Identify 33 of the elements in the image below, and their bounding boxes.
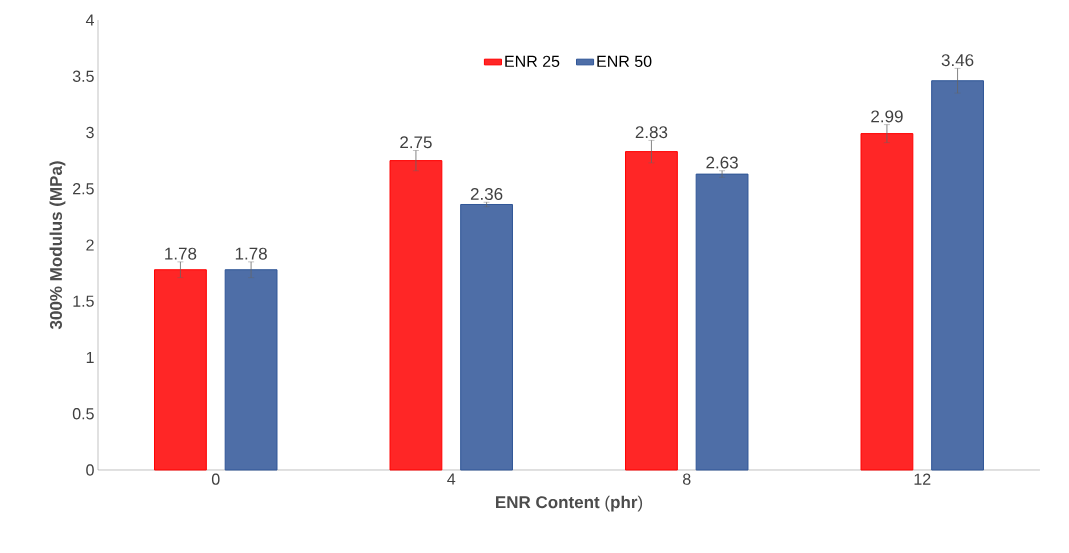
data-label: 2.63 [706, 156, 738, 169]
y-tick-label: 0 [86, 464, 94, 476]
y-tick-label: 2.5 [73, 183, 94, 195]
data-label: 1.78 [235, 247, 267, 260]
bar [860, 133, 914, 471]
y-tick-label: 3.5 [72, 70, 94, 82]
bar [389, 160, 443, 471]
bar [460, 203, 513, 471]
data-label: 3.46 [941, 54, 974, 67]
x-tick-label: 0 [211, 473, 220, 485]
legend-label: ENR 50 [597, 55, 652, 68]
bar [695, 173, 749, 471]
y-tick-label: 1 [86, 351, 94, 363]
y-tick-label: 4 [85, 14, 94, 26]
x-tick-label: 8 [682, 473, 691, 485]
data-label: 2.75 [400, 136, 432, 149]
y-tick-label: 3 [86, 126, 94, 139]
y-tick-label: 1.5 [73, 295, 94, 307]
data-label: 2.83 [635, 126, 668, 139]
x-axis-title: ENR Content (phr) [496, 495, 643, 512]
legend-label: ENR 25 [505, 55, 560, 68]
y-axis-title: 300% Modulus (MPa) [49, 161, 66, 330]
data-label: 1.78 [165, 247, 197, 260]
bar [931, 80, 984, 471]
data-label: 2.36 [470, 188, 503, 201]
x-tick-label: 4 [447, 473, 456, 485]
data-label: 2.99 [871, 110, 903, 123]
bar [154, 269, 207, 471]
x-tick-label: 12 [914, 473, 931, 485]
bar [625, 151, 678, 471]
bar [224, 269, 278, 471]
y-tick-label: 0.5 [72, 408, 94, 420]
y-tick-label: 2 [86, 239, 94, 251]
